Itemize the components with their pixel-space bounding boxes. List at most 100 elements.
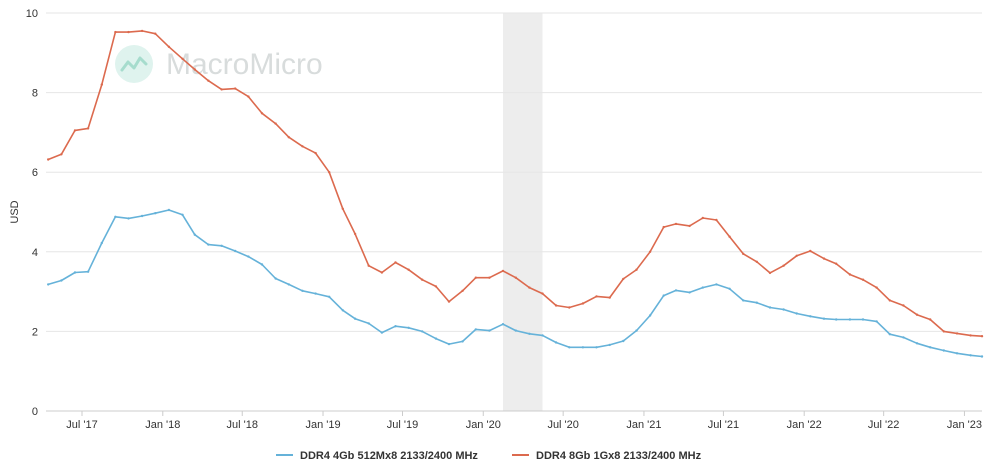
y-tick-label: 0 <box>32 406 38 418</box>
data-point-series-1 <box>688 291 691 294</box>
data-point-series-2 <box>140 29 144 33</box>
data-point-series-2 <box>287 136 290 139</box>
highlight-band-layer <box>503 13 543 411</box>
data-point-series-2 <box>755 260 758 263</box>
data-point-series-1 <box>755 301 758 304</box>
data-point-series-1 <box>287 283 290 286</box>
data-point-series-2 <box>260 112 264 115</box>
data-point-series-2 <box>154 32 157 35</box>
data-point-series-2 <box>742 252 745 255</box>
data-point-series-1 <box>809 315 812 318</box>
data-point-series-1 <box>608 343 611 347</box>
data-point-series-2 <box>848 273 852 276</box>
data-point-series-2 <box>274 122 277 125</box>
data-point-series-2 <box>541 292 544 295</box>
data-point-series-1 <box>154 212 157 215</box>
data-point-series-1 <box>915 342 919 345</box>
x-tick-label: Jul '17 <box>66 419 97 431</box>
data-point-series-1 <box>247 255 250 258</box>
data-point-series-2 <box>207 79 210 82</box>
data-point-series-2 <box>969 334 972 337</box>
data-point-series-1 <box>728 287 731 290</box>
data-point-series-2 <box>622 277 625 281</box>
data-point-series-1 <box>674 289 678 292</box>
data-point-series-1 <box>47 283 50 286</box>
data-point-series-1 <box>181 213 184 216</box>
x-tick-label: Jul '18 <box>227 419 258 431</box>
data-point-series-2 <box>768 271 772 275</box>
data-point-series-2 <box>674 222 678 226</box>
data-point-series-1 <box>434 337 438 340</box>
x-tick-label: Jan '20 <box>466 419 501 431</box>
legend[interactable]: DDR4 4Gb 512Mx8 2133/2400 MHz DDR4 8Gb 1… <box>276 450 702 462</box>
data-point-series-2 <box>822 257 826 260</box>
data-point-series-2 <box>421 278 424 281</box>
data-point-series-1 <box>501 323 505 326</box>
data-point-series-2 <box>380 271 384 274</box>
data-point-series-2 <box>648 250 652 253</box>
data-point-series-1 <box>314 292 317 295</box>
data-point-series-1 <box>220 244 223 247</box>
data-point-series-2 <box>809 249 812 253</box>
data-point-series-1 <box>447 342 451 346</box>
data-point-series-1 <box>234 249 237 253</box>
data-point-series-1 <box>207 243 210 246</box>
data-point-series-2 <box>595 295 598 298</box>
axes: 0 2 4 6 8 10 Jul '17 Jan '18 Jul '18 Jan '19 Jul '… <box>26 8 982 431</box>
data-point-series-1 <box>328 295 331 298</box>
data-point-series-2 <box>114 30 117 34</box>
data-point-series-1 <box>528 332 531 335</box>
data-point-series-1 <box>782 308 785 311</box>
x-tick-label: Jan '18 <box>145 419 180 431</box>
data-point-series-1 <box>167 208 171 212</box>
data-point-series-2 <box>902 304 905 307</box>
y-tick-label: 4 <box>32 247 38 259</box>
data-point-series-1 <box>835 318 838 321</box>
data-point-series-1 <box>875 320 878 323</box>
data-point-series-2 <box>434 285 438 288</box>
data-point-series-2 <box>915 313 919 316</box>
data-point-series-2 <box>167 45 171 48</box>
data-point-series-2 <box>688 224 691 228</box>
data-point-series-2 <box>782 264 785 267</box>
data-point-series-1 <box>367 322 370 325</box>
data-point-series-1 <box>341 309 344 312</box>
data-point-series-1 <box>380 331 384 334</box>
legend-label-series-1: DDR4 4Gb 512Mx8 2133/2400 MHz <box>300 450 478 462</box>
data-point-series-1 <box>581 346 585 349</box>
legend-item-series-1[interactable]: DDR4 4Gb 512Mx8 2133/2400 MHz <box>276 450 478 462</box>
data-point-series-2 <box>461 289 464 292</box>
data-point-series-2 <box>795 254 798 257</box>
data-point-series-1 <box>662 294 665 297</box>
x-tick-label: Jan '23 <box>947 419 982 431</box>
data-point-series-1 <box>861 318 865 321</box>
data-point-series-1 <box>635 329 638 332</box>
legend-item-series-2[interactable]: DDR4 8Gb 1Gx8 2133/2400 MHz <box>512 450 702 462</box>
data-point-series-2 <box>662 225 665 229</box>
data-point-series-1 <box>969 354 972 357</box>
data-point-series-1 <box>568 346 571 349</box>
data-point-series-1 <box>394 325 397 328</box>
data-point-series-1 <box>541 334 544 337</box>
data-point-series-1 <box>193 233 196 236</box>
data-point-series-2 <box>875 286 878 289</box>
data-point-series-2 <box>554 304 558 307</box>
data-point-series-1 <box>929 346 932 349</box>
x-tick-label: Jan '19 <box>305 419 340 431</box>
data-point-series-2 <box>715 218 718 222</box>
data-point-series-2 <box>728 235 731 238</box>
data-point-series-1 <box>795 312 798 315</box>
data-point-series-2 <box>528 286 531 289</box>
data-point-series-1 <box>742 299 745 302</box>
data-point-series-1 <box>60 279 63 282</box>
data-point-series-2 <box>861 278 865 281</box>
data-point-series-2 <box>447 300 451 303</box>
data-point-series-2 <box>929 318 932 321</box>
data-point-series-1 <box>554 341 558 344</box>
data-point-series-2 <box>301 145 304 148</box>
watermark-text: MacroMicro <box>166 48 323 81</box>
data-point-series-2 <box>407 268 410 271</box>
data-point-series-2 <box>100 83 104 86</box>
data-point-series-2 <box>353 232 357 236</box>
